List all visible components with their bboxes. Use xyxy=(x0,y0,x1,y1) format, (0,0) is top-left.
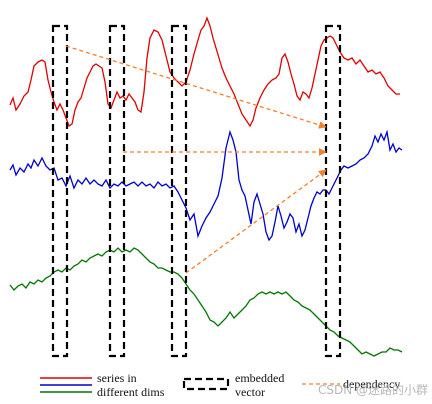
dependency-arrow-3 xyxy=(185,169,327,274)
legend-swatch-box xyxy=(182,377,230,391)
legend-dependency-label: dependency xyxy=(343,377,401,391)
watermark: CSDN @迷路的小群 xyxy=(318,383,429,397)
legend-vector-label-2: vector xyxy=(235,385,265,399)
series-green-line xyxy=(9,247,403,357)
series-red-line xyxy=(9,16,400,128)
embedded-vector-box-4 xyxy=(324,24,342,358)
legend-series-label-1: series in xyxy=(97,371,137,385)
embedded-vector-box-3 xyxy=(170,24,188,358)
legend-vector-label-1: embedded xyxy=(235,371,285,385)
series-blue-line xyxy=(9,129,403,242)
dependency-arrow-1 xyxy=(65,45,327,129)
legend-series-label-2: different dims xyxy=(97,385,165,399)
embedded-vector-box-2 xyxy=(108,24,126,358)
embedded-vector-box-1 xyxy=(51,24,69,358)
